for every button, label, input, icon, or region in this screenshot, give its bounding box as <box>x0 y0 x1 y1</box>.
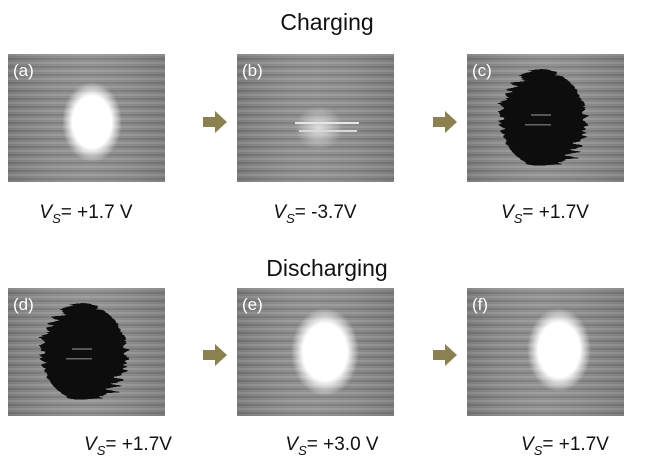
caption-value: = +1.7V <box>105 434 172 455</box>
panel-label: (a) <box>13 61 34 80</box>
panel-caption: VS= +1.7V <box>521 434 609 458</box>
caption-value: = +1.7V <box>542 434 609 455</box>
panel-caption: VS= -3.7V <box>273 202 356 226</box>
row-title: Discharging <box>266 255 387 281</box>
panel: (f) <box>467 288 624 416</box>
caption-value: = +1.7V <box>522 202 589 223</box>
caption-value: = +3.0 V <box>307 434 379 455</box>
panel: (e) <box>237 288 394 416</box>
panel-caption: VS= +1.7V <box>84 434 172 458</box>
panel-caption: VS= +1.7 V <box>39 202 133 226</box>
page: Charging Discharging (a) (b) (c) (d) (e)… <box>0 0 655 459</box>
caption-subscript: S <box>534 443 543 458</box>
figure: Charging Discharging (a) (b) (c) (d) (e)… <box>0 0 655 459</box>
arrow <box>433 111 457 133</box>
caption-subscript: S <box>514 211 523 226</box>
arrow <box>433 344 457 366</box>
panel: (b) <box>237 54 394 182</box>
panel-label: (b) <box>242 61 263 80</box>
panel-label: (e) <box>242 295 263 314</box>
panel: (d) <box>8 288 165 416</box>
panel-label: (f) <box>472 295 488 314</box>
panel-caption: VS= +3.0 V <box>285 434 379 458</box>
panel: (a) <box>8 54 165 182</box>
panel-caption: VS= +1.7V <box>501 202 589 226</box>
panel-label: (c) <box>472 61 492 80</box>
caption-subscript: S <box>298 443 307 458</box>
arrow <box>203 344 227 366</box>
caption-value: = +1.7 V <box>61 202 133 223</box>
caption-subscript: S <box>286 211 295 226</box>
caption-subscript: S <box>52 211 61 226</box>
arrow <box>203 111 227 133</box>
row-title: Charging <box>280 9 373 35</box>
caption-subscript: S <box>97 443 106 458</box>
panel-label: (d) <box>13 295 34 314</box>
caption-value: = -3.7V <box>295 202 357 223</box>
panel: (c) <box>467 54 624 182</box>
